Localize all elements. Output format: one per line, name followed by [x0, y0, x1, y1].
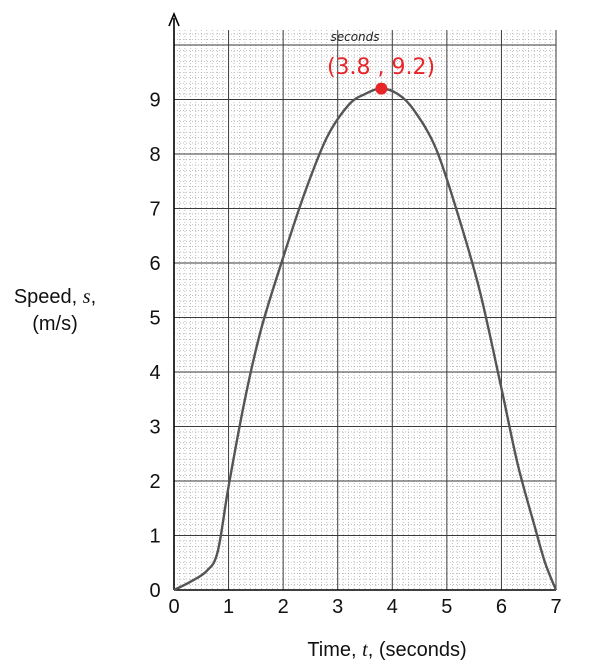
y-tick-label: 0 — [149, 580, 160, 602]
major-grid — [174, 30, 557, 590]
y-tick-label: 3 — [149, 417, 160, 439]
y-axis-label-line1: Speed, s, — [14, 286, 96, 308]
x-tick-label: 6 — [496, 596, 507, 618]
x-tick-label: 2 — [278, 596, 289, 618]
tick-labels: 0 1 2 3 4 5 6 7 0 1 2 3 4 5 6 7 8 9 — [149, 90, 561, 619]
y-axis-label-line2: (m/s) — [32, 313, 78, 335]
minor-grid — [174, 30, 556, 590]
x-axis-label: Time, t, (seconds) — [307, 639, 466, 661]
x-tick-label: 5 — [441, 596, 452, 618]
x-tick-label: 0 — [168, 596, 179, 618]
y-tick-label: 6 — [149, 253, 160, 275]
y-tick-label: 8 — [149, 144, 160, 166]
peak-point-label: (3.8 , 9.2) — [327, 55, 435, 80]
axes — [168, 11, 556, 591]
y-tick-label: 4 — [149, 362, 160, 384]
annotation-seconds: seconds — [330, 30, 379, 44]
y-tick-label: 9 — [149, 90, 160, 112]
y-tick-label: 2 — [149, 471, 160, 493]
x-tick-label: 7 — [550, 596, 561, 618]
y-tick-label: 1 — [149, 526, 160, 548]
y-tick-label: 7 — [149, 199, 160, 221]
x-tick-label: 3 — [332, 596, 343, 618]
curve-layer — [173, 82, 558, 592]
y-tick-label: 5 — [149, 308, 160, 330]
peak-point-marker — [375, 82, 388, 95]
y-axis-arrow — [168, 11, 180, 27]
x-tick-label: 4 — [387, 596, 398, 618]
x-tick-label: 1 — [223, 596, 234, 618]
speed-curve — [173, 87, 558, 592]
